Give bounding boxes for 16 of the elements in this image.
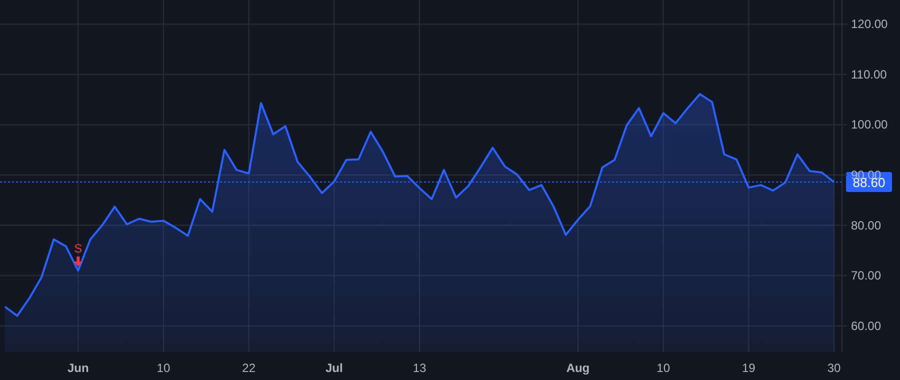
y-tick-label: 70.00 [851, 268, 882, 283]
x-tick-label: 13 [412, 361, 426, 375]
y-tick-label: 80.00 [851, 218, 882, 232]
x-tick-label: 30 [827, 361, 841, 375]
y-tick-label: 60.00 [851, 318, 882, 333]
x-tick-label: 10 [656, 361, 670, 375]
y-tick-label: 100.00 [851, 118, 888, 132]
x-tick-label: Aug [566, 361, 590, 375]
annotation: S [74, 242, 82, 256]
x-tick-label: 10 [156, 361, 170, 375]
x-tick-label: 19 [742, 361, 756, 375]
y-tick-label: 120.00 [851, 17, 888, 32]
y-tick-label: 110.00 [851, 67, 888, 82]
x-tick-label: Jul [325, 361, 343, 375]
x-tick-label: Jun [67, 361, 89, 375]
x-tick-label: 22 [242, 361, 256, 375]
